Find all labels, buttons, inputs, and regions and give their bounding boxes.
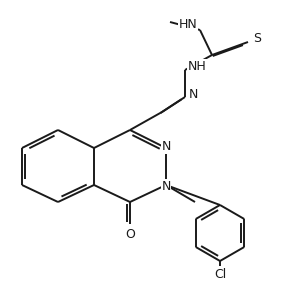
Text: S: S (253, 33, 261, 46)
Text: N: N (161, 179, 171, 192)
Text: NH: NH (188, 60, 207, 73)
Text: HN: HN (178, 18, 197, 31)
Text: Cl: Cl (214, 268, 226, 281)
Text: N: N (189, 88, 198, 101)
Text: O: O (125, 228, 135, 240)
Text: N: N (161, 141, 171, 154)
